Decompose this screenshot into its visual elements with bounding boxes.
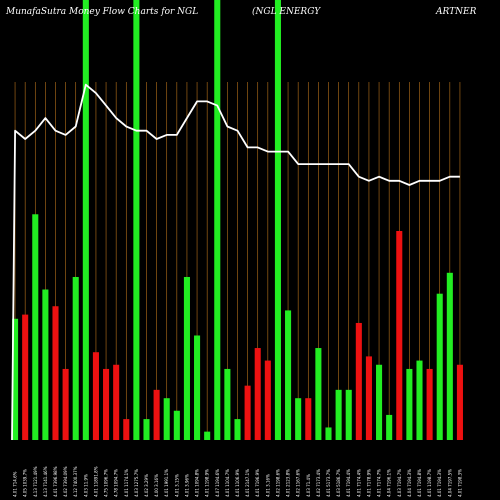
bar — [143, 419, 150, 440]
price-line — [11, 83, 460, 441]
bar — [123, 419, 130, 440]
bar — [386, 414, 393, 440]
tick-label: 4.03 7194.7% — [397, 469, 402, 497]
tick-label: 4.12 7400.37% — [73, 466, 78, 497]
bar — [32, 214, 39, 440]
bar — [446, 272, 453, 440]
tick-label: 4.01 7194.4% — [346, 469, 351, 497]
tick-label: 4.75 1096.7% — [104, 469, 109, 497]
bar — [42, 289, 49, 440]
bar — [285, 310, 292, 440]
bar — [234, 419, 241, 440]
tick-label: 4.01 1104.7% — [225, 469, 230, 497]
tick-label: 4.01 1991.1% — [164, 469, 169, 497]
bar — [365, 356, 372, 440]
bar — [305, 398, 312, 440]
tick-label: 4.03 71.4% — [306, 474, 311, 497]
tick-label: 4.01 7174.7% — [377, 469, 382, 497]
bar — [456, 364, 463, 440]
tick-label: 4.00 3.16% — [154, 474, 159, 497]
x-tick-labels: 4.01 714.6% 4.05 1039.7% 4.13 7121.49% 4.13… — [13, 466, 463, 497]
bar — [92, 352, 99, 440]
bar — [173, 410, 180, 440]
bar — [396, 231, 403, 440]
tick-label: 4.01 2147.1% — [245, 469, 250, 497]
tick-label: 4.01 11891.8% — [93, 466, 98, 497]
bar — [133, 0, 140, 440]
tick-label: 4.04 7197.5% — [447, 469, 452, 497]
tick-label: 4.02 7173.4% — [316, 469, 321, 497]
tick-label: 4.01 3.16% — [265, 474, 270, 497]
tick-label: 4.03 11.9% — [83, 474, 88, 497]
bar — [254, 348, 261, 440]
tick-label: 4.05 1039.7% — [23, 469, 28, 497]
bar — [153, 389, 160, 440]
tick-label: 4.13 7121.49% — [33, 466, 38, 497]
tick-label: 4.01 1198.9% — [205, 469, 210, 497]
bar — [325, 427, 332, 440]
bar — [345, 389, 352, 440]
tick-label: 4.01 5173.7% — [326, 469, 331, 497]
tick-label: 4.01 1198.7% — [427, 469, 432, 497]
tick-label: 4.01 1106.9% — [235, 469, 240, 497]
tick-label: 4.02 3.29% — [144, 474, 149, 497]
bar — [113, 364, 120, 440]
bar-series — [12, 0, 463, 440]
tick-label: 4.04 7194.3% — [407, 469, 412, 497]
tick-label: 4.01 3.96% — [184, 474, 189, 497]
tick-label: 4.02 1167.6% — [296, 469, 301, 497]
tick-label: 4.02 7394.09% — [63, 466, 68, 497]
bar — [214, 0, 221, 440]
bar — [436, 293, 443, 440]
tick-label: 4.01 1094.8% — [195, 469, 200, 497]
tick-label: 4.78 1094.7% — [114, 469, 119, 497]
chart-title-right: ARTNER — [435, 7, 477, 17]
tick-label: 4.13 7141.46% — [43, 466, 48, 497]
tick-label: 4.01 7194.8% — [417, 469, 422, 497]
bar — [163, 398, 170, 440]
tick-label: 4.01 7194.3% — [437, 469, 442, 497]
tick-label: 4.01 2123.8% — [286, 469, 291, 497]
chart-title-left: MunafaSutra Money Flow Charts for NGL — [5, 7, 198, 17]
bar — [376, 364, 383, 440]
bar — [335, 389, 342, 440]
bar — [426, 368, 433, 440]
price-line-series — [11, 83, 460, 441]
bar — [204, 431, 211, 440]
bar — [244, 385, 251, 440]
tick-label: 4.01 714.6% — [13, 471, 18, 497]
bar — [315, 348, 322, 440]
bar — [52, 306, 59, 440]
tick-label: 4.01 7178.9% — [366, 469, 371, 497]
bar — [194, 335, 201, 440]
bar — [274, 0, 281, 440]
tick-label: 4.07 1194.6% — [215, 469, 220, 497]
bar — [295, 398, 302, 440]
tick-label: 4.01 3.15% — [174, 474, 179, 497]
bar — [355, 322, 362, 440]
tick-label: 4.01 1174.1% — [124, 469, 129, 497]
bar — [264, 360, 271, 440]
bar — [183, 276, 190, 440]
tick-label: 4.01 7198.3% — [457, 469, 462, 497]
tick-label: 4.01 7396.98% — [53, 466, 58, 497]
tick-label: 4.01 7196.9% — [255, 469, 260, 497]
chart-title-middle: (NGL ENERGY — [252, 6, 321, 17]
bar — [416, 360, 423, 440]
tick-label: 4.04 7196.1% — [387, 469, 392, 497]
bar — [22, 314, 29, 440]
bar — [62, 368, 69, 440]
tick-label: 4.03 5186.7% — [336, 469, 341, 497]
tick-label: 4.01 7174.4% — [356, 469, 361, 497]
bar — [224, 368, 231, 440]
bar — [406, 368, 413, 440]
bar — [72, 276, 79, 440]
bar — [82, 0, 89, 440]
tick-label: 4.02 1198.6% — [275, 469, 280, 497]
bar — [12, 318, 19, 440]
tick-label: 4.03 1275.7% — [134, 469, 139, 497]
bar — [103, 368, 110, 440]
